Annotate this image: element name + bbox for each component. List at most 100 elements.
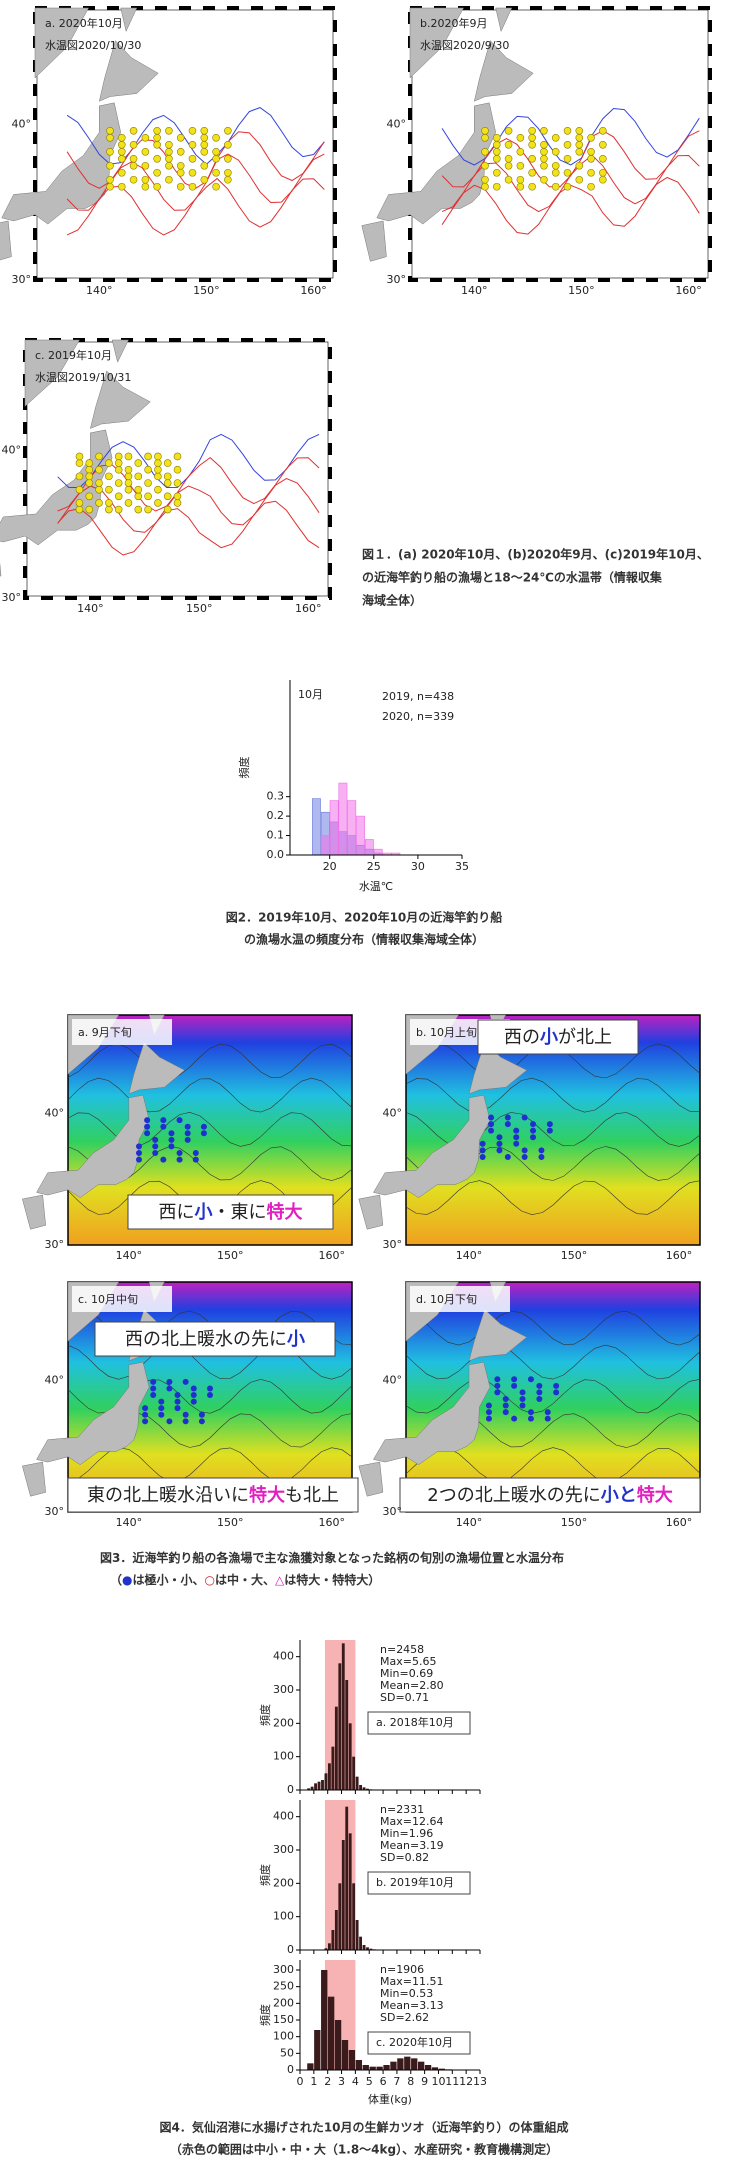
fishing-ground (188, 154, 197, 163)
fishing-ground (528, 140, 536, 149)
fishing-ground (521, 1153, 528, 1160)
fishing-ground (553, 1389, 560, 1396)
callout-part: 西に (159, 1202, 195, 1223)
fishing-ground (105, 499, 113, 507)
fishing-ground (519, 1395, 526, 1402)
fishing-ground (85, 492, 94, 501)
fishing-ground (154, 459, 162, 467)
fishing-ground (106, 175, 114, 184)
lat-label: 30° (45, 1238, 65, 1251)
x-tick-label: 6 (380, 2075, 387, 2088)
x-tick-label: 20 (323, 860, 337, 873)
histogram-bar (331, 1930, 335, 1950)
fishing-ground (485, 1402, 492, 1409)
fishing-ground (481, 126, 489, 135)
fishing-ground (479, 1140, 486, 1147)
fishing-ground (212, 182, 220, 191)
y-tick-label: 0.1 (267, 829, 285, 842)
fishing-ground (527, 1376, 534, 1383)
panel-sublabel: 水温図2020/10/30 (45, 39, 141, 52)
x-tick-label: 3 (338, 2075, 345, 2088)
chart-title: 10月 (298, 688, 323, 701)
fishing-ground (207, 1385, 213, 1392)
x-tick-label: 25 (367, 860, 381, 873)
fishing-ground (106, 161, 114, 170)
fishing-ground (129, 161, 138, 170)
fishing-ground (141, 175, 150, 184)
fishing-ground (544, 1415, 551, 1422)
fishing-ground (536, 1382, 543, 1389)
fishing-ground (153, 168, 161, 177)
fishing-ground (144, 505, 152, 514)
fishing-ground (224, 168, 232, 177)
isotherm (67, 1077, 353, 1113)
land (22, 1194, 46, 1230)
fishing-ground (492, 147, 501, 156)
fishing-ground (519, 1389, 526, 1396)
fishing-ground (488, 1127, 495, 1134)
caption-part: は特大・特特大） (284, 1572, 380, 1587)
fishing-ground (599, 175, 607, 184)
fishing-ground (513, 1134, 520, 1141)
fishing-ground (117, 133, 126, 142)
fishing-ground (528, 182, 536, 191)
fishing-ground (207, 1392, 213, 1399)
panel-label-box (367, 1711, 471, 1735)
stat: Min=0.53 (380, 1987, 433, 2000)
histogram-bar (431, 2067, 439, 2070)
land (373, 1361, 491, 1465)
x-tick-label: 35 (455, 860, 469, 873)
fishing-ground (105, 505, 113, 514)
callout-part: も北上 (285, 1485, 339, 1506)
fishing-ground (173, 499, 182, 507)
histogram-bar (321, 1970, 328, 2070)
lon-label: 150° (217, 1249, 244, 1262)
callout-part: が北上 (558, 1027, 612, 1048)
lat-label: 40° (45, 1374, 65, 1387)
fishing-ground (200, 175, 209, 184)
fishing-ground (174, 1405, 181, 1412)
stat: Mean=3.13 (380, 1999, 444, 2012)
lon-label: 160° (675, 284, 702, 297)
fishing-ground (188, 168, 197, 177)
fishing-ground (530, 1121, 537, 1128)
fishing-ground (75, 505, 84, 514)
histogram-bar (317, 1781, 321, 1790)
fishing-ground (563, 154, 572, 163)
fishing-ground (546, 1121, 553, 1128)
land (22, 1461, 46, 1497)
stat: Max=12.64 (380, 1815, 443, 1828)
fishing-ground (546, 1127, 553, 1134)
fishing-ground (190, 1398, 197, 1405)
fishing-ground (136, 1156, 142, 1163)
fishing-ground (75, 452, 84, 461)
fishing-ground (182, 1411, 189, 1418)
fishing-ground (114, 479, 123, 487)
land (111, 339, 129, 363)
fishing-ground (150, 1385, 157, 1392)
stat: SD=2.62 (380, 2011, 429, 2024)
land (0, 562, 2, 577)
histogram-bar (338, 782, 348, 856)
fishing-ground (153, 133, 161, 142)
caption-part: （ (110, 1572, 122, 1587)
histogram-bar (348, 1723, 352, 1790)
fishing-ground (575, 175, 584, 184)
fishing-ground (141, 161, 150, 170)
histogram-bar (366, 1788, 369, 1790)
caption-part: △ (275, 1573, 285, 1587)
fishing-ground (224, 175, 232, 184)
fishing-ground (134, 459, 143, 467)
fishing-ground (153, 140, 161, 149)
fishing-ground (224, 140, 232, 149)
fishing-ground (95, 479, 103, 487)
y-tick-label: 150 (273, 2013, 294, 2026)
fishing-ground (150, 1392, 157, 1399)
fishing-ground (544, 1409, 551, 1416)
histogram-bar (364, 839, 374, 856)
lon-label: 150° (561, 1249, 588, 1262)
fishing-ground (496, 1140, 503, 1147)
caption: （●は極小・小、○は中・大、△は特大・特特大） (110, 1572, 380, 1587)
fishing-ground (114, 492, 123, 501)
callout-part: と (619, 1485, 637, 1506)
